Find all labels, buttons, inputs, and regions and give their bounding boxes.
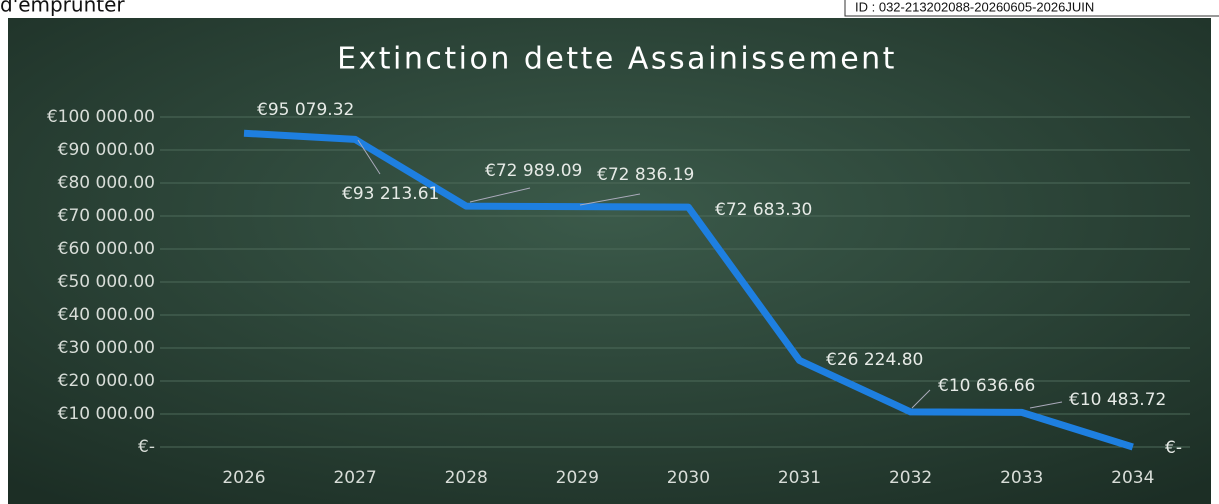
leader-line	[1029, 401, 1063, 409]
data-label: €72 836.19	[597, 165, 694, 185]
x-tick-label: 2031	[778, 468, 821, 488]
x-tick-label: 2029	[556, 468, 599, 488]
data-label: €72 683.30	[715, 200, 812, 220]
data-label: €-	[1165, 438, 1182, 458]
y-tick-label: €-	[138, 437, 155, 457]
x-tick-label: 2033	[1000, 468, 1043, 488]
header-text: d'emprunter	[0, 0, 125, 17]
y-tick-label: €10 000.00	[58, 404, 155, 424]
data-label: €10 483.72	[1069, 390, 1166, 410]
leader-line	[469, 187, 531, 203]
y-tick-label: €60 000.00	[58, 239, 155, 259]
y-tick-label: €50 000.00	[58, 272, 155, 292]
data-label: €95 079.32	[257, 100, 354, 120]
stamp-box	[844, 0, 1219, 17]
data-label: €26 224.80	[826, 350, 923, 370]
leader-line	[357, 139, 381, 175]
chart-background	[8, 18, 1211, 504]
leader-line	[579, 193, 641, 206]
y-tick-label: €40 000.00	[58, 305, 155, 325]
data-label: €93 213.61	[342, 184, 439, 204]
data-label: €72 989.09	[485, 161, 582, 181]
x-tick-label: 2028	[445, 468, 488, 488]
x-tick-label: 2030	[667, 468, 710, 488]
y-tick-label: €20 000.00	[58, 371, 155, 391]
data-label: €10 636.66	[938, 376, 1035, 396]
y-tick-label: €100 000.00	[47, 107, 155, 127]
x-tick-label: 2027	[333, 468, 376, 488]
y-tick-label: €70 000.00	[58, 206, 155, 226]
data-line	[243, 129, 1134, 451]
y-tick-label: €90 000.00	[58, 140, 155, 160]
stamp: ID : 032-213202088-20260605-2026JUIN	[855, 0, 1094, 14]
y-tick-label: €30 000.00	[58, 338, 155, 358]
leader-line	[911, 389, 931, 409]
x-tick-label: 2032	[889, 468, 932, 488]
x-tick-label: 2034	[1111, 468, 1154, 488]
x-tick-label: 2026	[222, 468, 265, 488]
y-tick-label: €80 000.00	[58, 173, 155, 193]
chart-title: Extinction dette Assainissement	[337, 42, 897, 77]
